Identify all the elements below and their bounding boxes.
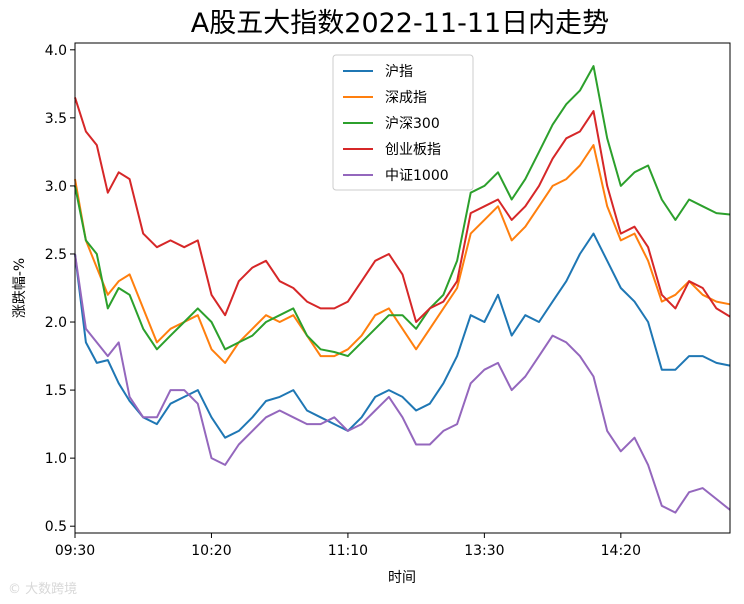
legend-label-1: 深成指 — [385, 90, 427, 106]
x-axis: 09:30 10:20 11:10 13:30 14:20 — [55, 533, 641, 559]
series-line-0 — [74, 232, 731, 439]
y-tick-label: 3.5 — [45, 111, 67, 127]
x-tick-label: 13:30 — [464, 543, 504, 559]
plot-frame — [74, 42, 731, 534]
y-tick-label: 1.5 — [45, 383, 67, 399]
y-tick-label: 4.0 — [45, 43, 67, 59]
y-tick-label: 1.0 — [45, 451, 67, 467]
chart-title: A股五大指数2022-11-11日内走势 — [191, 8, 609, 39]
y-axis-label: 涨跌幅-% — [12, 258, 28, 318]
series-line-4 — [74, 253, 731, 514]
y-tick-label: 3.0 — [45, 179, 67, 195]
x-tick-label: 11:10 — [328, 543, 368, 559]
x-tick-label: 10:20 — [191, 543, 231, 559]
series-line-2 — [74, 65, 731, 358]
legend-label-0: 沪指 — [385, 64, 413, 80]
series-line-3 — [74, 97, 731, 323]
legend-label-3: 创业板指 — [385, 142, 441, 158]
series-layer — [74, 65, 731, 514]
legend-label-2: 沪深300 — [385, 116, 440, 132]
x-axis-label: 时间 — [388, 570, 416, 586]
legend-label-4: 中证1000 — [385, 168, 449, 184]
series-line-1 — [74, 144, 731, 364]
x-tick-label: 09:30 — [55, 543, 95, 559]
y-axis: 0.5 1.0 1.5 2.0 2.5 3.0 3.5 4.0 — [45, 43, 75, 535]
legend-box — [332, 54, 474, 191]
y-tick-label: 2.5 — [45, 247, 67, 263]
x-tick-label: 14:20 — [601, 543, 641, 559]
watermark-logo: © 大数跨境 — [8, 582, 78, 597]
y-tick-label: 0.5 — [45, 519, 67, 535]
y-tick-label: 2.0 — [45, 315, 67, 331]
